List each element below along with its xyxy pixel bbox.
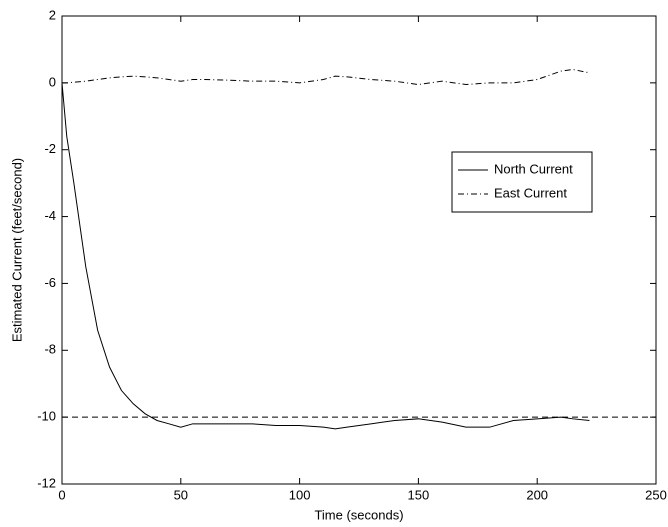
series-line [61,82,590,430]
y-tick-label: -4 [44,208,56,223]
x-tick-label: 0 [58,487,65,502]
y-tick-label: -2 [44,141,56,156]
y-tick-label: -6 [44,275,56,290]
legend-label: North Current [494,161,573,176]
y-axis-label: Estimated Current (feet/second) [9,158,24,342]
series-line [62,68,590,86]
x-tick-label: 50 [174,487,188,502]
plot-frame [61,15,657,485]
y-tick-label: 2 [49,7,56,22]
y-tick-label: -10 [37,409,56,424]
x-tick-label: 150 [408,487,430,502]
x-tick-label: 250 [645,487,667,502]
x-tick-label: 100 [289,487,311,502]
y-tick-label: -8 [44,342,56,357]
legend-box [451,151,593,213]
x-tick-label: 200 [526,487,548,502]
legend-label: East Current [494,185,567,200]
x-axis-label: Time (seconds) [314,507,403,522]
y-tick-label: -12 [37,475,56,490]
y-tick-label: 0 [49,74,56,89]
